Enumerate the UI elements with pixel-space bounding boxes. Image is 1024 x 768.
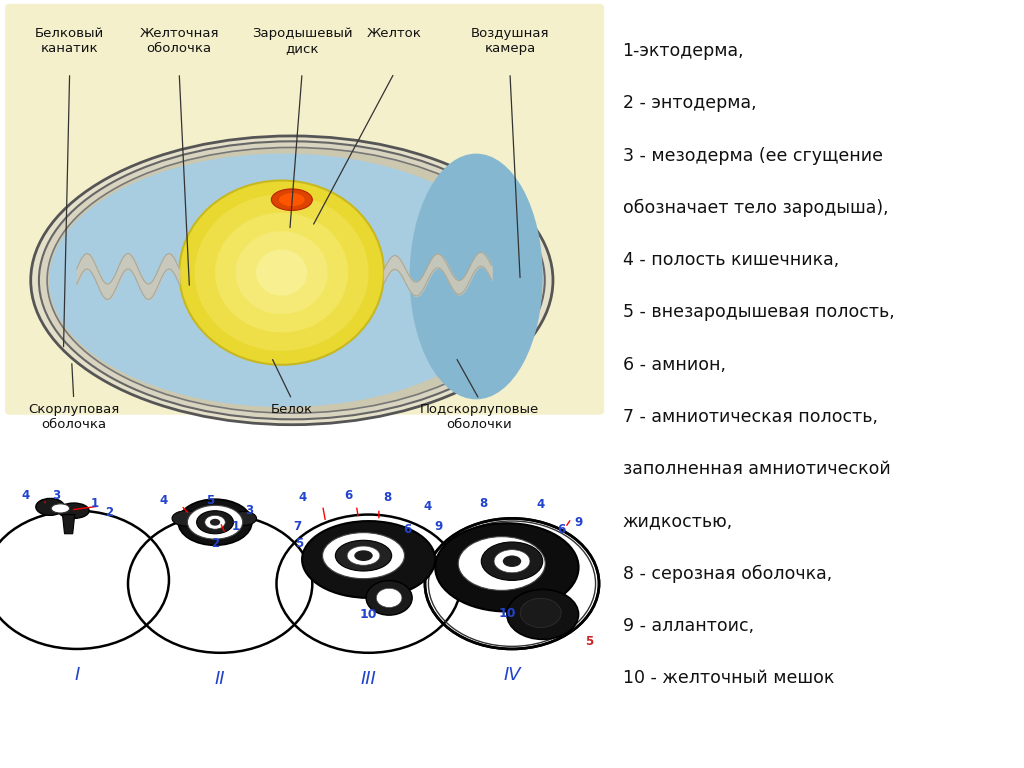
- Text: 4: 4: [537, 498, 545, 511]
- Text: 5: 5: [206, 495, 214, 507]
- Ellipse shape: [51, 504, 70, 513]
- Ellipse shape: [367, 581, 412, 615]
- Ellipse shape: [39, 141, 545, 419]
- Text: 9: 9: [434, 520, 442, 532]
- Ellipse shape: [435, 523, 579, 611]
- Ellipse shape: [179, 180, 384, 365]
- Ellipse shape: [354, 550, 373, 561]
- Text: 3 - мезодерма (ее сгущение: 3 - мезодерма (ее сгущение: [623, 147, 883, 164]
- Text: 6: 6: [403, 524, 412, 536]
- Text: 2 - энтодерма,: 2 - энтодерма,: [623, 94, 756, 112]
- Text: Белок: Белок: [270, 403, 313, 416]
- Ellipse shape: [197, 511, 233, 534]
- Text: 9: 9: [574, 516, 583, 528]
- Ellipse shape: [215, 213, 348, 333]
- Ellipse shape: [335, 541, 391, 571]
- Ellipse shape: [256, 250, 307, 296]
- Text: 9 - аллантоис,: 9 - аллантоис,: [623, 617, 754, 634]
- Ellipse shape: [172, 511, 201, 526]
- Ellipse shape: [187, 505, 243, 539]
- Text: 4: 4: [160, 495, 168, 507]
- Ellipse shape: [31, 136, 553, 425]
- Text: Желток: Желток: [367, 27, 422, 40]
- Text: 5: 5: [585, 635, 593, 647]
- Ellipse shape: [507, 590, 579, 639]
- Ellipse shape: [47, 147, 537, 413]
- Ellipse shape: [503, 555, 521, 567]
- Ellipse shape: [36, 498, 65, 515]
- Text: 8: 8: [383, 492, 391, 504]
- Ellipse shape: [58, 503, 89, 518]
- Text: 8: 8: [479, 497, 487, 509]
- Text: 1: 1: [91, 497, 99, 509]
- Ellipse shape: [302, 521, 435, 598]
- Text: 2: 2: [105, 506, 114, 518]
- Text: Желточная
оболочка: Желточная оболочка: [139, 27, 219, 55]
- Text: 8 - серозная оболочка,: 8 - серозная оболочка,: [623, 564, 831, 583]
- Ellipse shape: [210, 519, 220, 526]
- FancyBboxPatch shape: [5, 4, 604, 415]
- Ellipse shape: [520, 598, 561, 627]
- Ellipse shape: [205, 515, 225, 529]
- Text: 6 - амнион,: 6 - амнион,: [623, 356, 726, 373]
- Ellipse shape: [178, 499, 252, 545]
- Text: IV: IV: [503, 666, 521, 684]
- Text: 6: 6: [557, 524, 565, 536]
- Text: 4: 4: [22, 489, 30, 502]
- Ellipse shape: [195, 194, 369, 351]
- Ellipse shape: [410, 154, 543, 399]
- Text: Подскорлуповые
оболочки: Подскорлуповые оболочки: [420, 403, 539, 431]
- Text: 1-эктодерма,: 1-эктодерма,: [623, 42, 744, 60]
- Text: 2: 2: [211, 538, 219, 550]
- Ellipse shape: [347, 546, 380, 565]
- Text: 7 - амниотическая полость,: 7 - амниотическая полость,: [623, 408, 878, 425]
- Ellipse shape: [49, 154, 518, 407]
- Ellipse shape: [377, 588, 402, 607]
- Ellipse shape: [494, 550, 530, 573]
- Text: жидкостью,: жидкостью,: [623, 512, 733, 530]
- Text: Скорлуповая
оболочка: Скорлуповая оболочка: [28, 403, 120, 431]
- Text: 1: 1: [231, 520, 240, 532]
- Text: заполненная амниотической: заполненная амниотической: [623, 460, 890, 478]
- Text: 7: 7: [293, 520, 301, 532]
- Polygon shape: [62, 515, 75, 534]
- Text: II: II: [215, 670, 225, 687]
- Text: Белковый
канатик: Белковый канатик: [35, 27, 104, 55]
- Text: Воздушная
камера: Воздушная камера: [471, 27, 549, 55]
- Text: 4 - полость кишечника,: 4 - полость кишечника,: [623, 251, 839, 269]
- Text: 4: 4: [424, 501, 432, 513]
- Text: обозначает тело зародыша),: обозначает тело зародыша),: [623, 199, 888, 217]
- Ellipse shape: [230, 511, 256, 525]
- Text: 3: 3: [52, 489, 60, 502]
- Ellipse shape: [481, 542, 543, 581]
- Ellipse shape: [459, 537, 545, 591]
- Text: 6: 6: [344, 489, 352, 502]
- Text: III: III: [360, 670, 377, 687]
- Text: 10: 10: [359, 608, 378, 621]
- Ellipse shape: [271, 189, 312, 210]
- Text: 4: 4: [298, 492, 306, 504]
- Ellipse shape: [323, 533, 404, 579]
- Text: 5 - внезародышевая полость,: 5 - внезародышевая полость,: [623, 303, 894, 321]
- Ellipse shape: [236, 231, 328, 314]
- Text: 10: 10: [498, 607, 516, 620]
- Text: I: I: [74, 666, 80, 684]
- Text: 10 - желточный мешок: 10 - желточный мешок: [623, 669, 834, 687]
- Text: 5: 5: [295, 538, 303, 550]
- Ellipse shape: [279, 194, 305, 207]
- Text: Зародышевый
диск: Зародышевый диск: [252, 27, 352, 55]
- Text: 3: 3: [245, 505, 253, 517]
